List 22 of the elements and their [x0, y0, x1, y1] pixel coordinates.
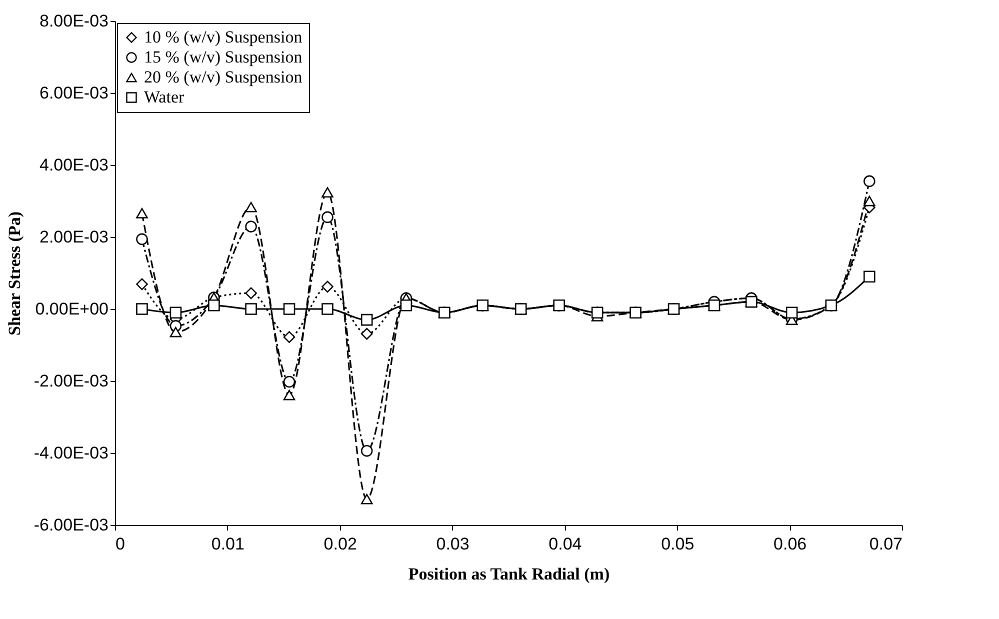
y-tick-label: -6.00E-03: [34, 516, 108, 534]
x-tick-label: 0.05: [661, 534, 694, 554]
x-tick-label: 0.01: [211, 534, 244, 554]
legend-label: Water: [144, 88, 184, 106]
y-tick-label: 8.00E-03: [40, 12, 108, 30]
y-tick-label: 2.00E-03: [40, 228, 108, 246]
y-tick-label: -2.00E-03: [34, 372, 108, 390]
x-tick-label: 0.06: [774, 534, 807, 554]
y-axis-title: Shear Stress (Pa): [4, 211, 24, 336]
legend-label: 20 % (w/v) Suspension: [144, 68, 303, 86]
legend-label: 15 % (w/v) Suspension: [144, 48, 303, 66]
x-tick-label: 0.04: [548, 534, 582, 554]
x-tick-label: 0.02: [324, 534, 357, 554]
y-tick-label: 0.00E+00: [35, 300, 108, 318]
x-tick-label: 0: [116, 534, 125, 554]
x-tick-label: 0.07: [869, 534, 902, 554]
y-tick-label: 4.00E-03: [40, 156, 108, 174]
y-tick-label: 6.00E-03: [40, 84, 108, 102]
x-tick-label: 0.03: [436, 534, 470, 554]
x-axis-title: Position as Tank Radial (m): [408, 564, 610, 584]
legend-label: 10 % (w/v) Suspension: [144, 28, 303, 46]
y-tick-label: -4.00E-03: [34, 444, 108, 462]
